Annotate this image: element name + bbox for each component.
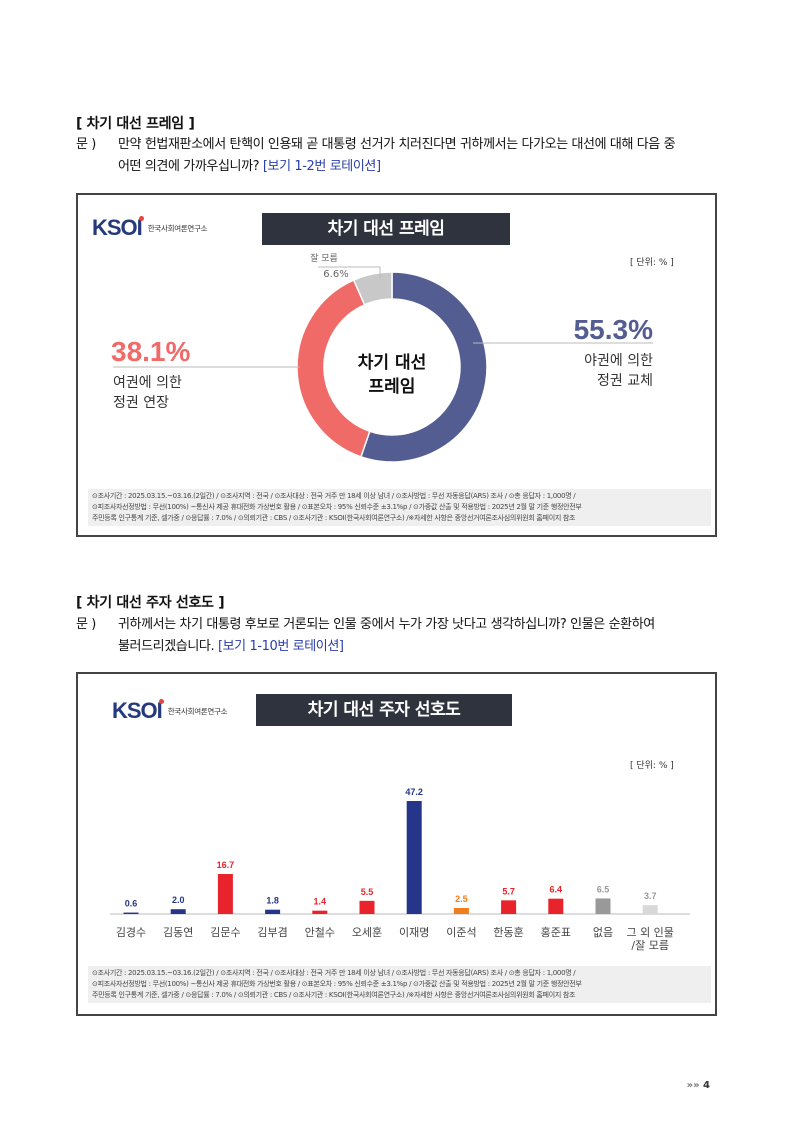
bar-1 [170, 909, 186, 914]
footnote-line: 주민등록 인구통계 기준, 셀가중 / ⊙응답률 : 7.0% / ⊙의뢰기관 … [92, 514, 576, 522]
unit-label: [ 단위: % ] [630, 258, 674, 268]
page-arrows-icon: »» [686, 1080, 700, 1091]
chart-banner: 차기 대선 주자 선호도 [256, 694, 512, 726]
logo-mark: KSOI [112, 698, 163, 723]
donut-slice-2 [352, 271, 393, 306]
bar-value-label: 2.5 [455, 894, 468, 904]
bar-value-label: 3.7 [644, 891, 657, 901]
category-label: 김부겸 [257, 926, 287, 939]
slice-value-label: 38.1% [111, 336, 190, 367]
category-label: 한동훈 [493, 926, 523, 939]
footnote-line: ⊙조사기간 : 2025.03.15.~03.16.(2일간) / ⊙조사지역 … [92, 969, 576, 977]
logo-subtitle: 한국사회여론연구소 [147, 223, 208, 233]
survey-footnote: ⊙조사기간 : 2025.03.15.~03.16.(2일간) / ⊙조사지역 … [88, 966, 711, 1003]
bar-value-label: 6.5 [597, 884, 610, 894]
bar-3 [265, 909, 281, 914]
bar-series: 0.6 김경수 2.0 김동연 16.7 김문수 1.8 김부겸 1.4 안철수 5.5 오세훈 47.… [116, 787, 674, 952]
donut-slices [296, 271, 488, 463]
rotation-note: [보기 1-2번 로테이션] [262, 159, 381, 174]
bar-value-label: 1.8 [266, 896, 279, 906]
slice-value-label: 6.6% [323, 269, 348, 280]
bar-value-label: 0.6 [125, 899, 138, 909]
bar-value-label: 47.2 [405, 787, 423, 797]
category-label: 없음 [593, 926, 613, 939]
category-label: 안철수 [305, 926, 335, 939]
category-label: 김문수 [210, 926, 240, 939]
bar-0 [123, 912, 139, 914]
bar-value-label: 2.0 [172, 895, 185, 905]
footnote-line: ⊙피조사자선정방법 : 무선(100%) ~통신사 제공 휴대전화 가상번호 활… [92, 980, 582, 988]
rotation-note: [보기 1-10번 로테이션] [217, 639, 344, 654]
question-text: 귀하께서는 차기 대통령 후보로 거론되는 인물 중에서 누가 가장 낫다고 생… [118, 614, 738, 658]
donut-center-label: 프레임 [369, 376, 416, 397]
logo-dot-icon [138, 215, 144, 221]
bar-5 [359, 900, 375, 914]
footnote-line: ⊙조사기간 : 2025.03.15.~03.16.(2일간) / ⊙조사지역 … [92, 492, 576, 500]
ksoi-logo: KSOI 한국사회여론연구소 [92, 215, 208, 241]
donut-chart: 차기 대선 프레임 55.3% 야권에 의한 정권 교체 38.1% 여권에 의… [111, 252, 653, 463]
slice-name-label: 잘 모름 [310, 252, 338, 264]
survey-footnote: ⊙조사기간 : 2025.03.15.~03.16.(2일간) / ⊙조사지역 … [88, 489, 711, 526]
bar-chart: 0.6 김경수 2.0 김동연 16.7 김문수 1.8 김부겸 1.4 안철수 5.5 오세훈 47.… [110, 787, 690, 952]
bar-value-label: 1.4 [314, 897, 327, 907]
bar-value-label: 5.5 [361, 887, 374, 897]
unit-label: [ 단위: % ] [630, 761, 674, 771]
page-number: »» 4 [687, 1080, 710, 1091]
question-label: 문 ) [76, 617, 96, 632]
question: 문 ) 귀하께서는 차기 대통령 후보로 거론되는 인물 중에서 누가 가장 낫… [76, 614, 716, 660]
section-title: [ 차기 대선 주자 선호도 ] [76, 595, 225, 611]
category-label: 홍준표 [541, 925, 571, 939]
bar-2 [217, 874, 233, 914]
leader-line-top [318, 266, 381, 279]
question-line-text: 불러드리겠습니다. [118, 639, 215, 654]
logo-subtitle: 한국사회여론연구소 [167, 706, 228, 716]
question: 문 ) 만약 헌법재판소에서 탄핵이 인용돼 곧 대통령 선거가 치러진다면 귀… [76, 134, 716, 180]
footnote-line: 주민등록 인구통계 기준, 셀가중 / ⊙응답률 : 7.0% / ⊙의뢰기관 … [92, 991, 576, 999]
bar-11 [642, 905, 658, 914]
chart-banner: 차기 대선 프레임 [262, 213, 510, 245]
category-label: 김동연 [163, 926, 193, 939]
question-line: 귀하께서는 차기 대통령 후보로 거론되는 인물 중에서 누가 가장 낫다고 생… [118, 617, 655, 632]
question-text: 만약 헌법재판소에서 탄핵이 인용돼 곧 대통령 선거가 치러진다면 귀하께서는… [118, 134, 738, 178]
question-line: 불러드리겠습니다. [보기 1-10번 로테이션] [118, 636, 738, 658]
bar-8 [501, 900, 517, 914]
bar-value-label: 16.7 [217, 860, 235, 870]
question-line: 어떤 의견에 가까우십니까? [보기 1-2번 로테이션] [118, 156, 738, 178]
slice-name-label: 정권 교체 [597, 373, 653, 389]
question-label: 문 ) [76, 137, 96, 152]
category-label: 그 외 인물 [626, 926, 673, 939]
slice-value-label: 55.3% [574, 314, 653, 345]
bar-10 [595, 898, 611, 914]
question-line: 만약 헌법재판소에서 탄핵이 인용돼 곧 대통령 선거가 치러진다면 귀하께서는… [118, 137, 676, 152]
category-label: 이재명 [399, 926, 429, 939]
category-label: 이준석 [446, 926, 476, 939]
bar-4 [312, 910, 328, 914]
bar-6 [406, 801, 422, 914]
page-number-text: 4 [703, 1080, 710, 1091]
question-line-text: 어떤 의견에 가까우십니까? [118, 159, 260, 174]
bar-9 [548, 898, 564, 914]
category-label: /잘 모름 [631, 939, 669, 952]
footnote-line: ⊙피조사자선정방법 : 무선(100%) ~통신사 제공 휴대전화 가상번호 활… [92, 503, 582, 511]
donut-slice-0 [359, 271, 488, 463]
chart-panel: KSOI 한국사회여론연구소 차기 대선 주자 선호도 [ 단위: % ] 0.… [76, 672, 717, 1016]
category-label: 오세훈 [352, 926, 382, 939]
chart-panel: KSOI 한국사회여론연구소 차기 대선 프레임 [ 단위: % ] 차기 대선… [76, 193, 717, 537]
bar-7 [453, 908, 469, 914]
ksoi-logo: KSOI 한국사회여론연구소 [112, 698, 228, 724]
donut-center-label: 차기 대선 [358, 353, 426, 373]
bar-value-label: 5.7 [502, 886, 515, 896]
slice-name-label: 여권에 의한 [113, 375, 182, 391]
slice-name-label: 야권에 의한 [584, 353, 653, 369]
section-title: [ 차기 대선 프레임 ] [76, 116, 195, 132]
logo-mark: KSOI [92, 215, 143, 240]
slice-name-label: 정권 연장 [113, 395, 169, 411]
logo-dot-icon [158, 698, 164, 704]
category-label: 김경수 [116, 926, 146, 939]
bar-value-label: 6.4 [550, 885, 563, 895]
